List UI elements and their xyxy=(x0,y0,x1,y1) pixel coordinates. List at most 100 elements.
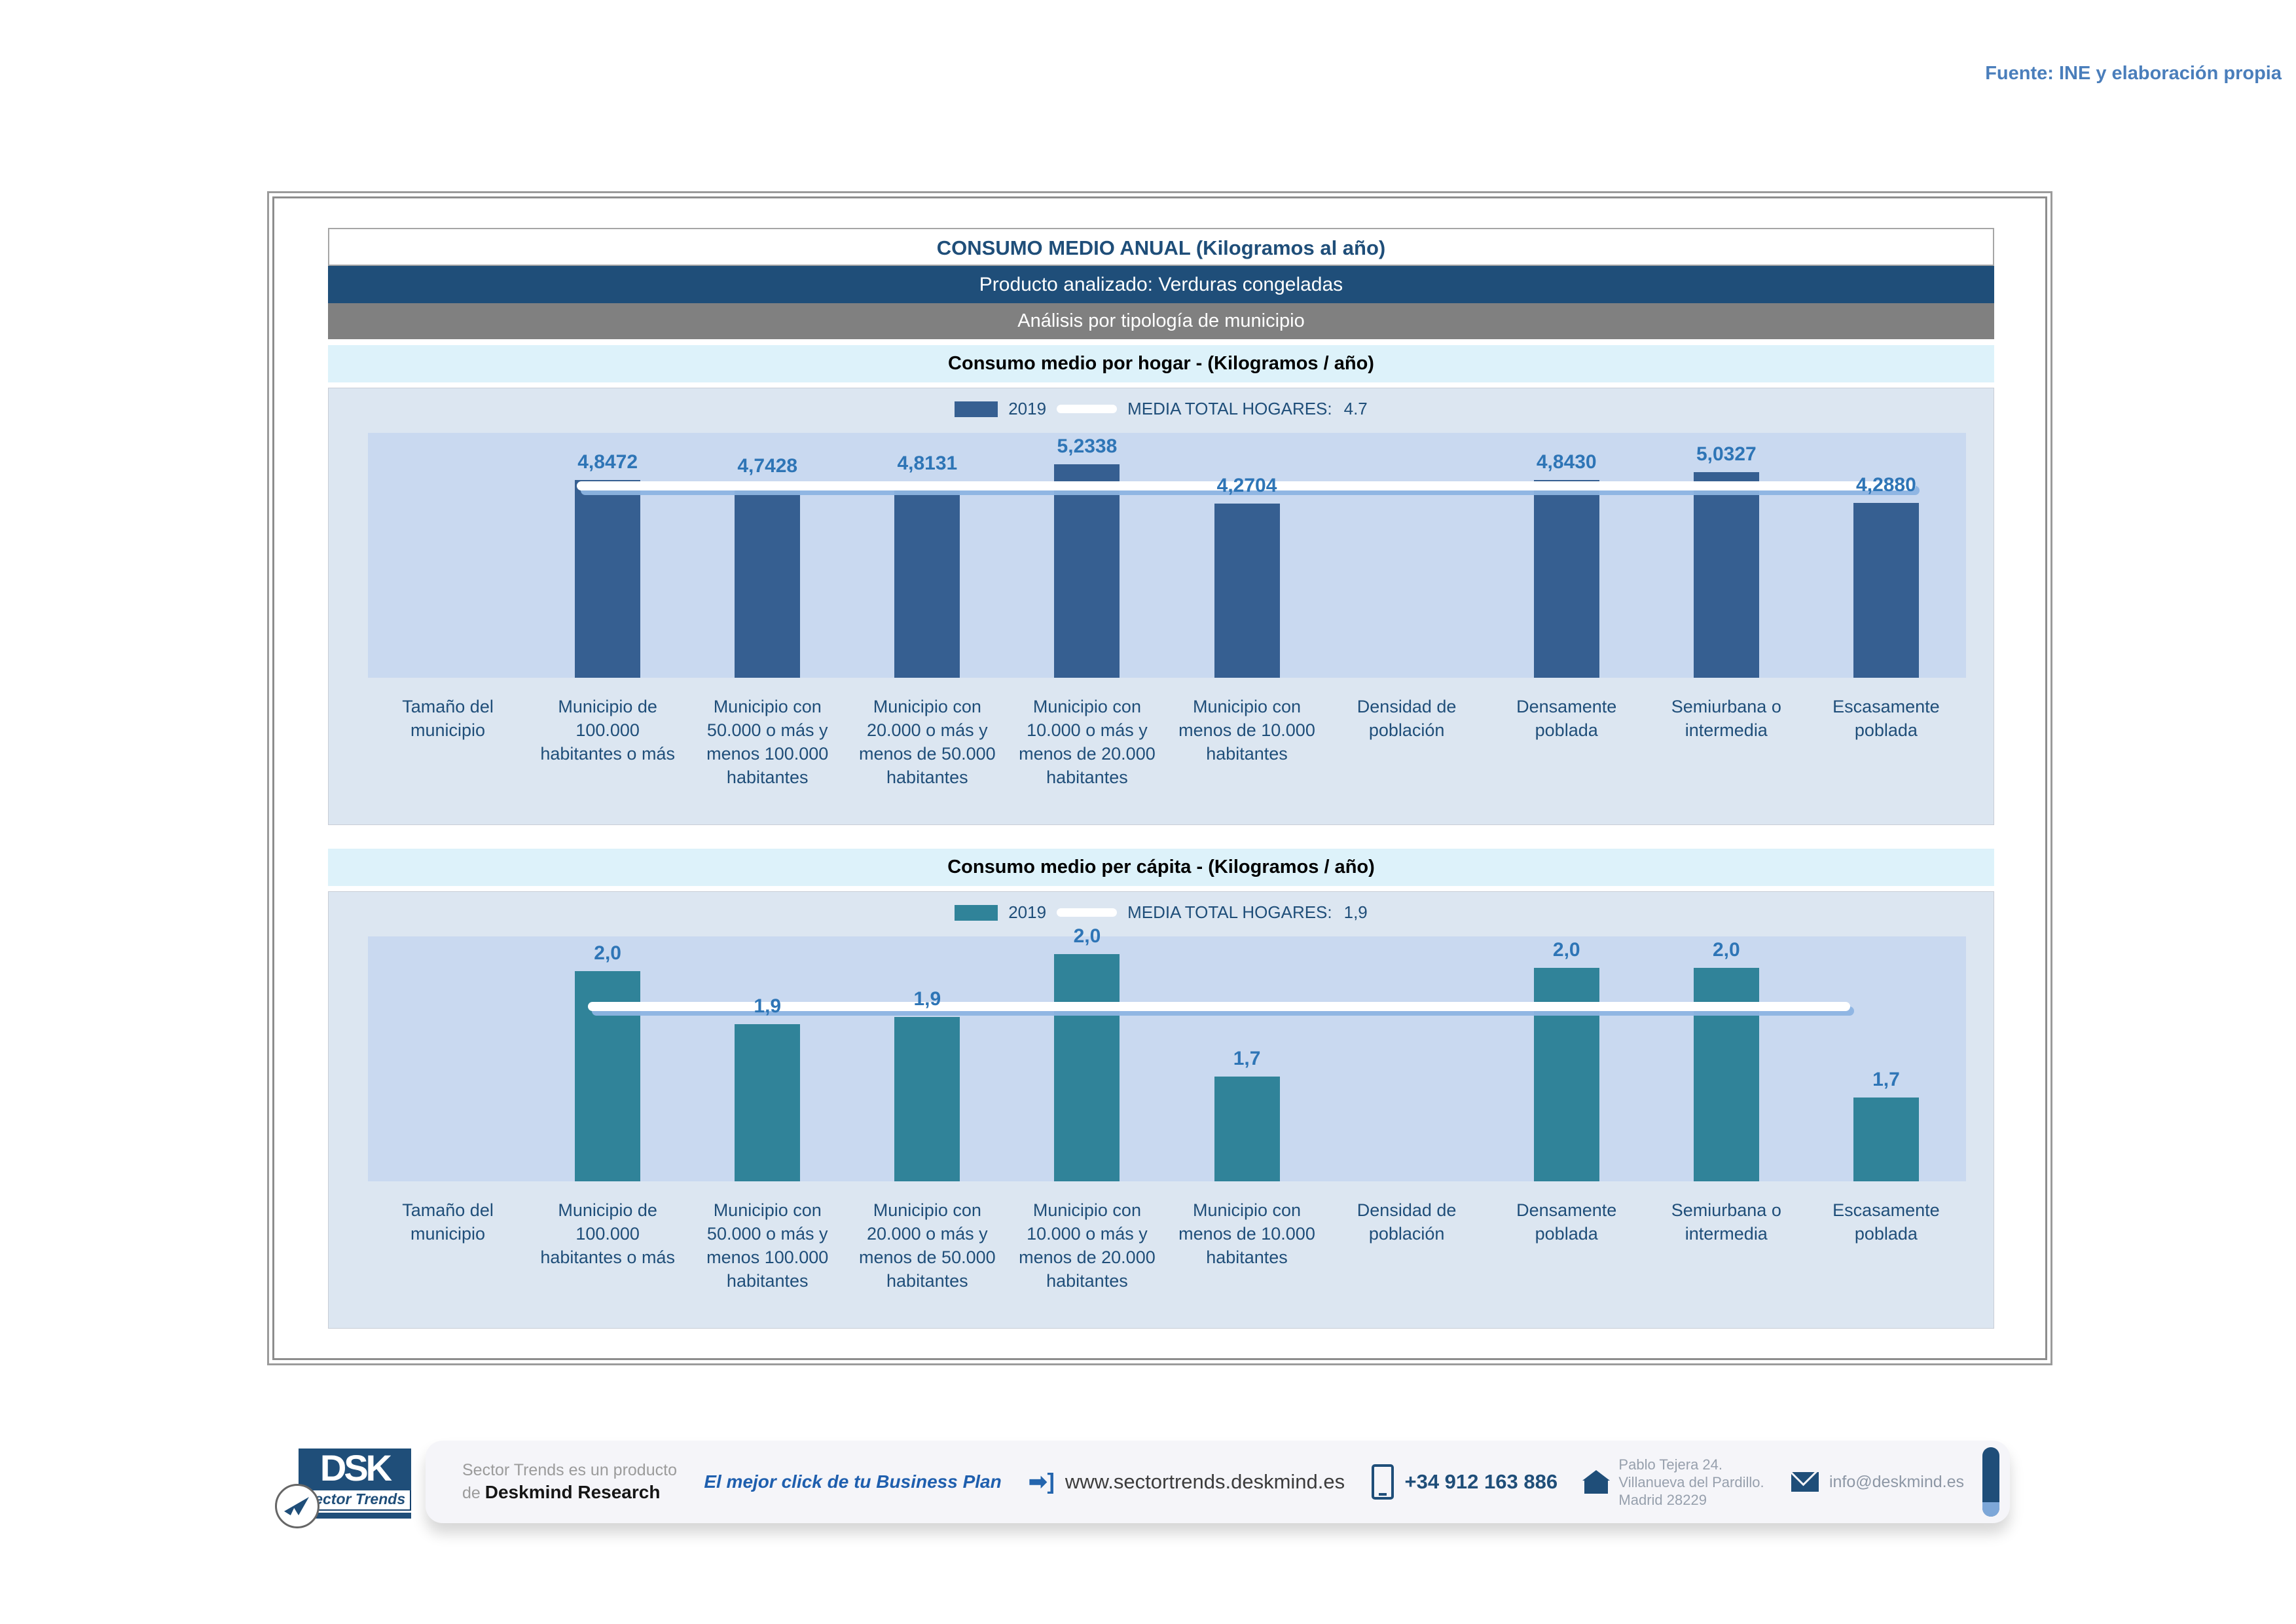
category-label: Municipio con 50.000 o más y menos 100.0… xyxy=(706,1200,829,1291)
bar-value-label: 4,8472 xyxy=(577,451,638,473)
bar-value-label: 4,2704 xyxy=(1216,474,1277,496)
bar-2019 xyxy=(1693,968,1759,1181)
bar-2019 xyxy=(1533,480,1599,678)
category-label: Densamente poblada xyxy=(1516,1200,1617,1244)
category-label: Escasamente poblada xyxy=(1832,697,1940,740)
bar-2019 xyxy=(735,484,801,678)
bar-2019 xyxy=(894,1016,960,1181)
mail-icon xyxy=(1791,1472,1819,1492)
enter-arrow-icon: ➡] xyxy=(1029,1469,1055,1494)
dsk-logo-badge xyxy=(275,1484,319,1528)
bar-value-label: 4,2880 xyxy=(1856,473,1916,496)
category-label: Tamaño del municipio xyxy=(402,1200,494,1244)
analysis-banner: Análisis por tipología de municipio xyxy=(328,303,1994,339)
category-label: Municipio con menos de 10.000 habitantes xyxy=(1178,1200,1315,1267)
bar-value-label: 1,9 xyxy=(754,995,782,1017)
legend-media-label: MEDIA TOTAL HOGARES: 1,9 xyxy=(1127,902,1368,923)
media-label-text: MEDIA TOTAL HOGARES: xyxy=(1127,902,1332,922)
bar-value-label: 1,9 xyxy=(913,987,941,1010)
report-frame-inner: CONSUMO MEDIO ANUAL (Kilogramos al año) … xyxy=(272,196,2047,1360)
category-label: Municipio con 10.000 o más y menos de 20… xyxy=(1019,697,1156,787)
footer-email: info@deskmind.es xyxy=(1791,1472,1964,1492)
legend-media-line-swatch xyxy=(1057,908,1118,917)
category-label: Densidad de población xyxy=(1357,1200,1457,1244)
phone-number: +34 912 163 886 xyxy=(1404,1470,1558,1493)
bar-value-label: 1,7 xyxy=(1233,1047,1261,1069)
paper-plane-icon xyxy=(284,1497,309,1515)
bar-value-label: 4,8430 xyxy=(1536,451,1597,473)
bar-2019 xyxy=(1054,953,1120,1181)
bar-value-label: 2,0 xyxy=(1073,925,1101,947)
bar-value-label: 5,2338 xyxy=(1057,435,1118,457)
bar-value-label: 4,7428 xyxy=(737,455,798,477)
category-axis: Tamaño del municipio Municipio de 100.000… xyxy=(368,1198,1966,1293)
footer-accent-pill xyxy=(1982,1447,1999,1517)
category-label: Municipio de 100.000 habitantes o más xyxy=(540,1200,675,1267)
bar-2019 xyxy=(575,479,641,678)
bar-value-label: 4,8131 xyxy=(897,452,958,474)
address-block: Pablo Tejera 24. Villanueva del Pardillo… xyxy=(1618,1456,1764,1509)
bar-value-label: 2,0 xyxy=(594,942,621,965)
bar-2019 xyxy=(1853,502,1919,678)
website-link[interactable]: www.sectortrends.deskmind.es xyxy=(1065,1470,1345,1493)
chart-legend: 2019 MEDIA TOTAL HOGARES: 1,9 xyxy=(329,902,1994,923)
media-value-text: 1,9 xyxy=(1343,902,1368,922)
footer-product-attribution: Sector Trends es un producto de Deskmind… xyxy=(462,1460,677,1504)
media-label-text: MEDIA TOTAL HOGARES: xyxy=(1127,399,1332,418)
house-icon xyxy=(1582,1470,1611,1494)
email-link[interactable]: info@deskmind.es xyxy=(1829,1472,1964,1491)
footer-website: ➡] www.sectortrends.deskmind.es xyxy=(1029,1469,1345,1495)
dsk-logo: DSK Sector Trends xyxy=(275,1449,424,1528)
legend-series-label: 2019 xyxy=(1008,902,1047,922)
category-label: Escasamente poblada xyxy=(1832,1200,1940,1244)
bar-2019 xyxy=(1214,1076,1280,1181)
category-label: Tamaño del municipio xyxy=(402,697,494,740)
address-line: Pablo Tejera 24. xyxy=(1618,1456,1723,1473)
product-banner: Producto analizado: Verduras congeladas xyxy=(328,266,1994,303)
address-line: Madrid 28229 xyxy=(1618,1491,1707,1508)
media-value-text: 4.7 xyxy=(1343,399,1368,418)
footer-address: Pablo Tejera 24. Villanueva del Pardillo… xyxy=(1582,1456,1764,1509)
category-label: Municipio con 20.000 o más y menos de 50… xyxy=(858,697,996,787)
legend-series-label: 2019 xyxy=(1008,399,1047,418)
address-line: Villanueva del Pardillo. xyxy=(1618,1473,1764,1490)
bar-2019 xyxy=(735,1024,801,1181)
footer-phone: +34 912 163 886 xyxy=(1372,1464,1558,1500)
section-title-hogar: Consumo medio por hogar - (Kilogramos / … xyxy=(328,345,1994,382)
bar-value-label: 1,7 xyxy=(1872,1068,1900,1090)
bar-2019 xyxy=(1693,472,1759,678)
bar-2019 xyxy=(1214,503,1280,678)
bar-value-label: 5,0327 xyxy=(1696,443,1757,466)
category-label: Densamente poblada xyxy=(1516,697,1617,740)
category-label: Municipio con menos de 10.000 habitantes xyxy=(1178,697,1315,764)
bar-value-label: 2,0 xyxy=(1552,939,1580,961)
bar-2019 xyxy=(1054,464,1120,678)
category-label: Semiurbana o intermedia xyxy=(1671,697,1781,740)
category-label: Municipio con 20.000 o más y menos de 50… xyxy=(858,1200,996,1291)
category-axis: Tamaño del municipio Municipio de 100.000… xyxy=(368,695,1966,789)
legend-bar-swatch xyxy=(955,904,998,921)
report-frame: CONSUMO MEDIO ANUAL (Kilogramos al año) … xyxy=(267,191,2052,1365)
category-label: Municipio con 50.000 o más y menos 100.0… xyxy=(706,697,829,787)
section-title-percapita: Consumo medio per cápita - (Kilogramos /… xyxy=(328,849,1994,886)
plot-area: 4,8472 4,7428 4,8131 5,2338 4,2704 4,8430 5,03… xyxy=(368,433,1966,678)
footer-company-name: Deskmind Research xyxy=(484,1482,661,1502)
category-label: Municipio con 10.000 o más y menos de 20… xyxy=(1019,1200,1156,1291)
footer-claim: El mejor click de tu Business Plan xyxy=(704,1471,1002,1492)
media-total-line xyxy=(577,481,1916,491)
category-label: Municipio de 100.000 habitantes o más xyxy=(540,697,675,764)
bar-value-label: 2,0 xyxy=(1712,939,1740,961)
source-note: Fuente: INE y elaboración propia xyxy=(1985,63,2282,84)
report-title: CONSUMO MEDIO ANUAL (Kilogramos al año) xyxy=(328,228,1994,266)
phone-icon xyxy=(1372,1464,1394,1500)
chart-consumo-hogar: 2019 MEDIA TOTAL HOGARES: 4.7 4,8472 4,742… xyxy=(328,388,1994,825)
chart-legend: 2019 MEDIA TOTAL HOGARES: 4.7 xyxy=(329,399,1994,419)
category-label: Semiurbana o intermedia xyxy=(1671,1200,1781,1244)
footer-card: Sector Trends es un producto de Deskmind… xyxy=(426,1441,2010,1523)
footer-product-line2-prefix: de xyxy=(462,1484,485,1502)
plot-area: 2,0 1,9 1,9 2,0 1,7 2,0 2,0 1,7 xyxy=(368,925,1966,1181)
chart-consumo-percapita: 2019 MEDIA TOTAL HOGARES: 1,9 2,0 1,9 1,9 2,… xyxy=(328,891,1994,1329)
dsk-logo-underline xyxy=(299,1513,411,1519)
legend-bar-swatch xyxy=(955,401,998,417)
